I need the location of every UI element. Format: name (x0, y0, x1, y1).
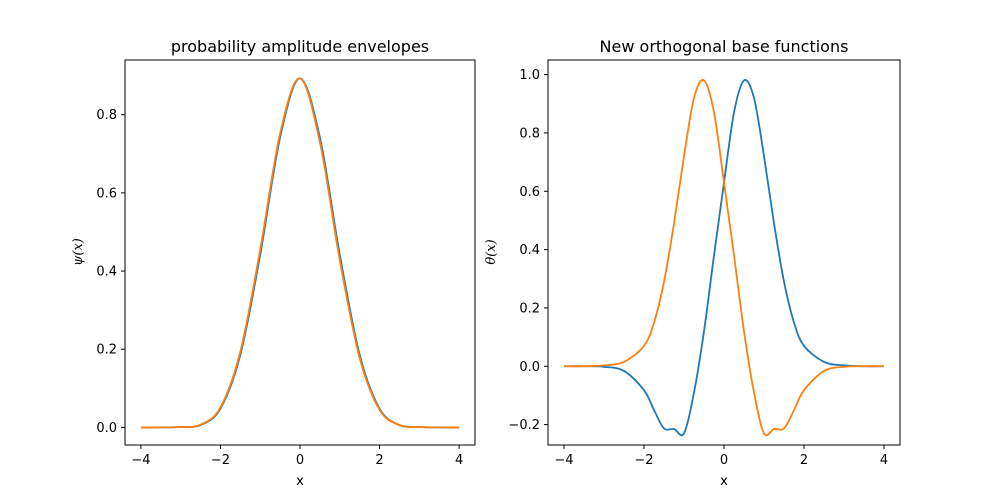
left-y-tick-label: 0.8 (96, 108, 117, 123)
right-y-tick-label: 1.0 (519, 68, 540, 83)
left-y-axis-label: ψ(x) (71, 238, 86, 266)
left-x-tick-label: 0 (296, 453, 304, 468)
left-y-tick-label: 0.0 (96, 421, 117, 436)
left-x-axis-label: x (296, 474, 304, 489)
right-y-tick-label: 0.2 (519, 301, 540, 316)
left-y-tick-label: 0.6 (96, 186, 117, 201)
right-plot-lines (563, 79, 885, 437)
right-y-tick-label: 0.4 (519, 243, 540, 258)
left-series-1-line (140, 77, 460, 429)
left-x-tick-label: −4 (131, 453, 150, 468)
right-y-axis-label: θ(x) (484, 239, 499, 264)
right-x-tick-label: 4 (880, 453, 888, 468)
right-y-ticks: −0.2 0.0 0.2 0.4 0.6 0.8 1.0 (508, 68, 548, 433)
right-series-2-line (563, 79, 885, 437)
left-series-2-line (140, 77, 460, 429)
right-series-1-line (563, 79, 885, 437)
right-y-tick-label: −0.2 (508, 418, 540, 433)
left-plot-lines (140, 77, 460, 429)
right-y-tick-label: 0.0 (519, 360, 540, 375)
left-x-tick-label: −2 (211, 453, 230, 468)
right-x-tick-label: −4 (554, 453, 573, 468)
left-y-tick-label: 0.4 (96, 265, 117, 280)
right-x-tick-label: 2 (800, 453, 808, 468)
right-chart: New orthogonal base functions −4 −2 0 2 4 −0… (484, 37, 901, 489)
right-x-ticks: −4 −2 0 2 4 (554, 445, 888, 468)
right-y-tick-label: 0.8 (519, 126, 540, 141)
right-y-tick-label: 0.6 (519, 185, 540, 200)
right-x-tick-label: −2 (634, 453, 653, 468)
right-x-axis-label: x (720, 474, 728, 489)
left-x-ticks: −4 −2 0 2 4 (131, 445, 463, 468)
right-axes-frame (547, 59, 901, 446)
left-y-tick-label: 0.2 (96, 343, 117, 358)
left-chart: probability amplitude envelopes −4 −2 0 2 4 … (71, 37, 476, 489)
left-axes-frame (124, 59, 476, 446)
left-x-tick-label: 4 (455, 453, 463, 468)
left-chart-title: probability amplitude envelopes (171, 37, 429, 56)
left-x-tick-label: 2 (375, 453, 383, 468)
right-chart-title: New orthogonal base functions (600, 37, 849, 56)
right-x-tick-label: 0 (720, 453, 728, 468)
left-y-ticks: 0.0 0.2 0.4 0.6 0.8 (96, 108, 125, 436)
